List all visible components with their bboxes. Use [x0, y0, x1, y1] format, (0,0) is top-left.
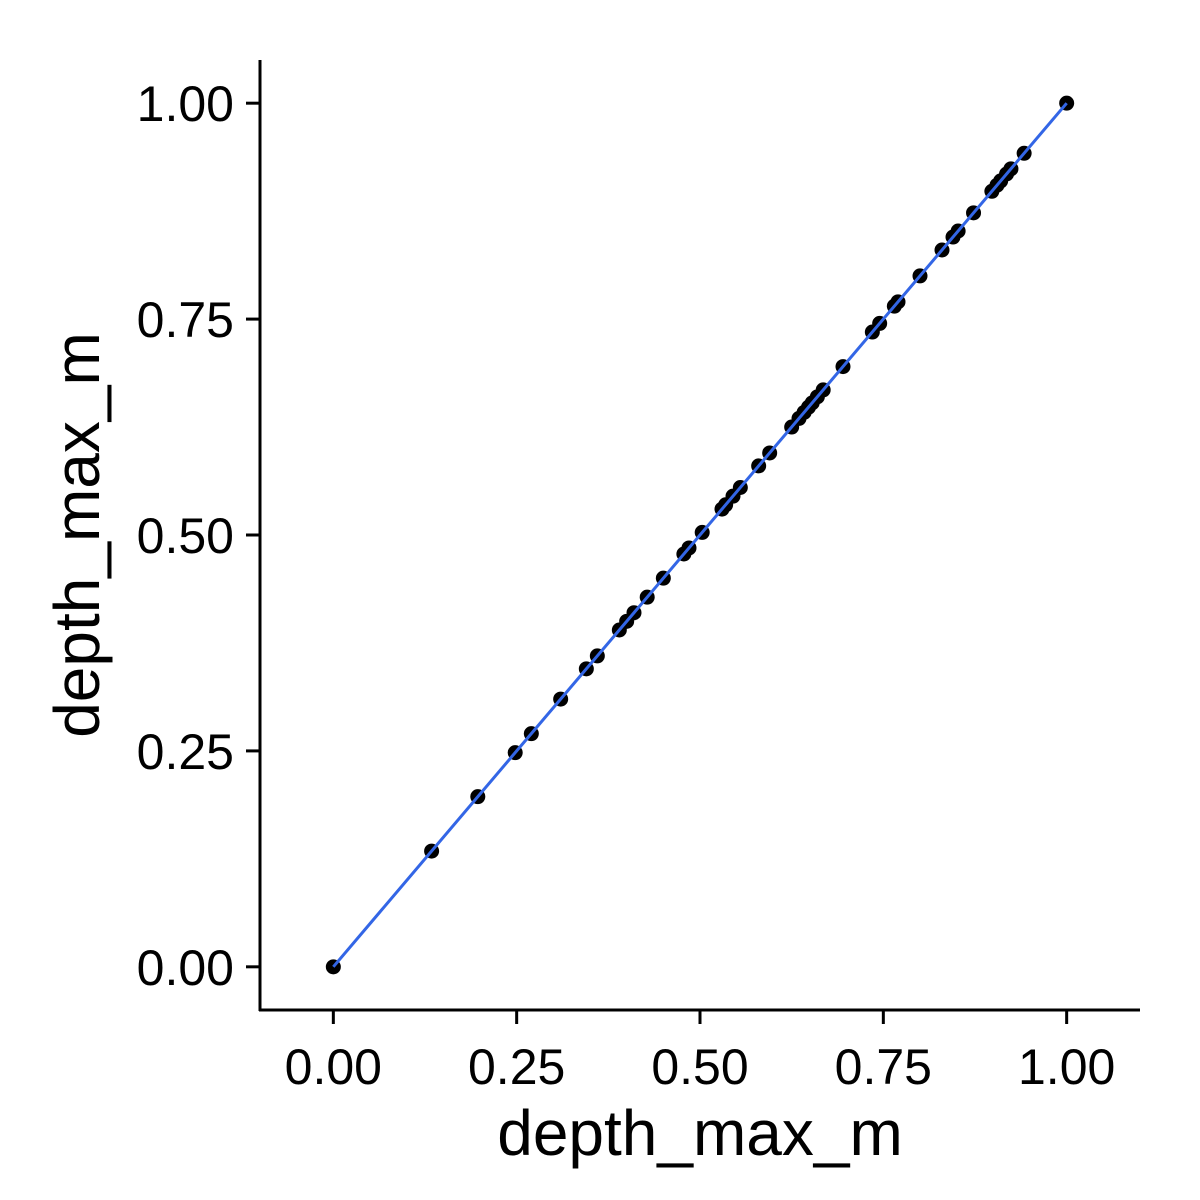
- fit-line-layer: [332, 102, 1068, 968]
- x-tick-label: 0.25: [468, 1039, 565, 1095]
- fit-line: [332, 102, 1068, 968]
- y-axis-title: depth_max_m: [41, 332, 113, 738]
- y-tick-label: 0.25: [137, 724, 234, 780]
- x-axis-ticks: 0.00 0.25 0.50 0.75 1.00: [285, 1010, 1115, 1095]
- y-tick-label: 0.50: [137, 508, 234, 564]
- y-tick-label: 1.00: [137, 76, 234, 132]
- y-axis-ticks: 0.00 0.25 0.50 0.75 1.00: [137, 76, 260, 996]
- y-tick-label: 0.75: [137, 292, 234, 348]
- x-tick-label: 0.50: [651, 1039, 748, 1095]
- x-tick-label: 1.00: [1018, 1039, 1115, 1095]
- y-tick-label: 0.00: [137, 940, 234, 996]
- x-tick-label: 0.00: [285, 1039, 382, 1095]
- x-tick-label: 0.75: [835, 1039, 932, 1095]
- x-axis-title: depth_max_m: [497, 1097, 903, 1169]
